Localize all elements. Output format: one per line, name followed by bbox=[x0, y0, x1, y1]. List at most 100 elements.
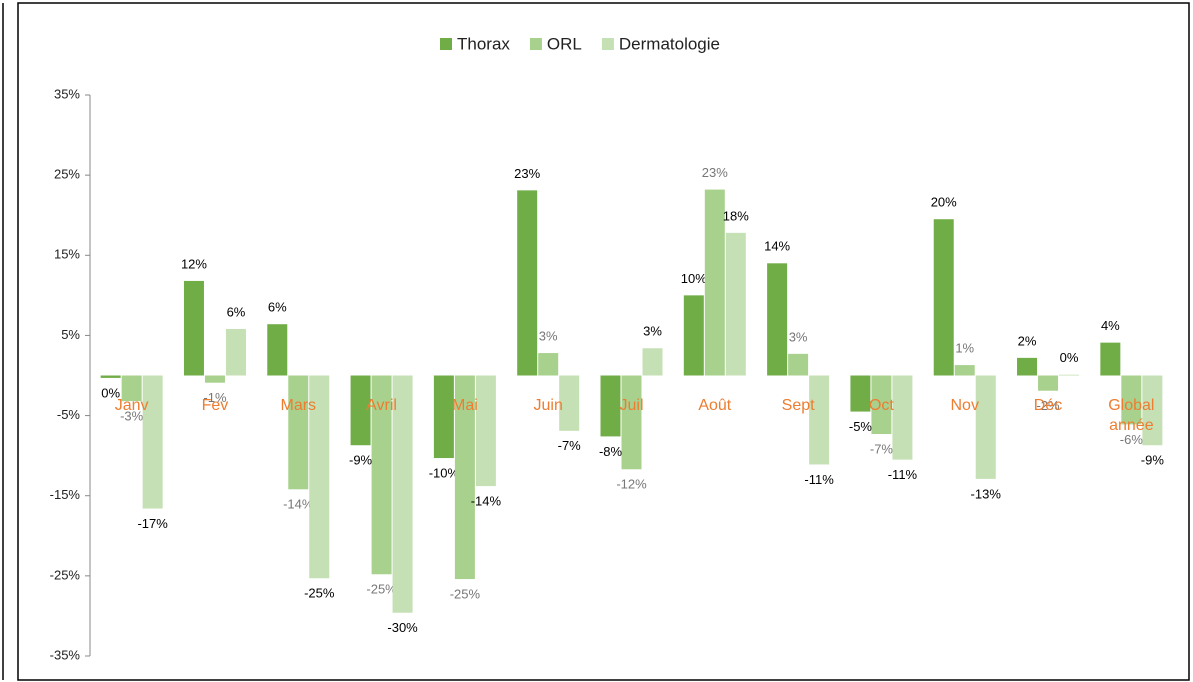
value-label: 6% bbox=[268, 300, 287, 315]
bar bbox=[621, 375, 642, 470]
value-label: 10% bbox=[681, 271, 707, 286]
value-label: -9% bbox=[1141, 453, 1165, 468]
bar bbox=[767, 263, 788, 376]
x-tick-label: Juin bbox=[533, 396, 563, 414]
bar bbox=[892, 375, 913, 460]
bar bbox=[1059, 374, 1080, 376]
value-label: 2% bbox=[1018, 333, 1037, 348]
value-label: 3% bbox=[539, 328, 558, 343]
y-tick-label: -25% bbox=[50, 567, 81, 582]
value-label: -14% bbox=[283, 497, 314, 512]
y-tick-label: 15% bbox=[54, 247, 80, 262]
value-label: -1% bbox=[203, 390, 227, 405]
bar bbox=[954, 365, 975, 376]
bar bbox=[683, 295, 704, 376]
x-tick-label: Mars bbox=[280, 396, 317, 414]
bar bbox=[475, 375, 496, 487]
value-label: 23% bbox=[702, 165, 728, 180]
value-label: -10% bbox=[429, 465, 460, 480]
bar bbox=[850, 375, 871, 412]
value-label: -30% bbox=[387, 620, 418, 635]
bar bbox=[1121, 375, 1142, 425]
value-label: -11% bbox=[888, 467, 918, 482]
bar bbox=[433, 375, 454, 459]
value-label: -12% bbox=[616, 477, 647, 492]
value-label: 12% bbox=[181, 256, 207, 271]
bar bbox=[142, 375, 163, 509]
value-label: -2% bbox=[1036, 398, 1060, 413]
bar bbox=[600, 375, 621, 437]
value-label: 3% bbox=[789, 329, 808, 344]
bar bbox=[288, 375, 309, 490]
value-label: -8% bbox=[599, 444, 623, 459]
y-tick-label: -15% bbox=[50, 487, 81, 502]
bar bbox=[371, 375, 392, 575]
x-tick-label: Déc bbox=[1033, 396, 1063, 414]
value-label: -9% bbox=[349, 453, 373, 468]
x-tick-label: Mai bbox=[451, 396, 478, 414]
value-label: 20% bbox=[931, 195, 957, 210]
value-label: -6% bbox=[1120, 432, 1144, 447]
y-tick-label: 35% bbox=[54, 86, 80, 101]
value-label: -5% bbox=[849, 419, 873, 434]
bar bbox=[309, 375, 330, 579]
value-label: 18% bbox=[723, 208, 749, 223]
bar bbox=[642, 348, 663, 376]
y-tick-label: 25% bbox=[54, 167, 80, 182]
x-tick-label: Janv bbox=[114, 396, 149, 414]
value-label: 23% bbox=[514, 166, 540, 181]
value-label: 1% bbox=[955, 341, 974, 356]
value-label: 0% bbox=[101, 385, 120, 400]
bar bbox=[538, 353, 559, 376]
y-tick-label: 5% bbox=[61, 327, 80, 342]
x-tick-label: Avril bbox=[366, 396, 397, 414]
y-tick-label: -35% bbox=[50, 647, 81, 662]
x-tick-label: Global année bbox=[1108, 396, 1155, 434]
legend-label: Dermatologie bbox=[619, 34, 720, 53]
bar bbox=[809, 375, 830, 465]
value-label: -14% bbox=[471, 494, 502, 509]
bar bbox=[183, 280, 204, 376]
bar bbox=[933, 219, 954, 376]
value-label: 0% bbox=[1060, 350, 1079, 365]
bar bbox=[1017, 357, 1038, 376]
bar bbox=[225, 329, 246, 376]
bar bbox=[704, 189, 725, 376]
bar bbox=[725, 232, 746, 376]
x-tick-label: Oct bbox=[868, 396, 894, 414]
bar bbox=[204, 375, 225, 383]
bar bbox=[454, 375, 475, 580]
bar bbox=[871, 375, 892, 435]
value-label: -13% bbox=[971, 486, 1002, 501]
bar bbox=[975, 375, 996, 479]
value-label: 6% bbox=[227, 304, 246, 319]
bar bbox=[559, 375, 580, 431]
legend-label: ORL bbox=[547, 34, 582, 53]
bar bbox=[1142, 375, 1163, 446]
chart-frame bbox=[17, 2, 1190, 681]
bar bbox=[517, 190, 538, 376]
value-label: -7% bbox=[558, 438, 582, 453]
bar bbox=[1100, 342, 1121, 376]
y-tick-label: -5% bbox=[57, 407, 81, 422]
legend-swatch bbox=[529, 38, 542, 50]
bar bbox=[100, 375, 121, 378]
bar bbox=[121, 375, 142, 402]
value-label: -25% bbox=[450, 587, 481, 602]
bar bbox=[392, 375, 413, 613]
value-label: 4% bbox=[1101, 318, 1120, 333]
value-label: -11% bbox=[804, 472, 834, 487]
bar bbox=[1038, 375, 1059, 391]
value-label: -25% bbox=[304, 586, 335, 601]
legend-label: Thorax bbox=[457, 34, 510, 53]
value-label: -17% bbox=[137, 516, 168, 531]
bar bbox=[267, 324, 288, 376]
value-label: -7% bbox=[870, 441, 894, 456]
value-label: 3% bbox=[643, 324, 662, 339]
x-tick-label: Sept bbox=[781, 396, 815, 414]
x-tick-label: Nov bbox=[950, 396, 979, 414]
x-tick-label: Juil bbox=[619, 396, 644, 414]
x-tick-label: Fev bbox=[201, 396, 229, 414]
